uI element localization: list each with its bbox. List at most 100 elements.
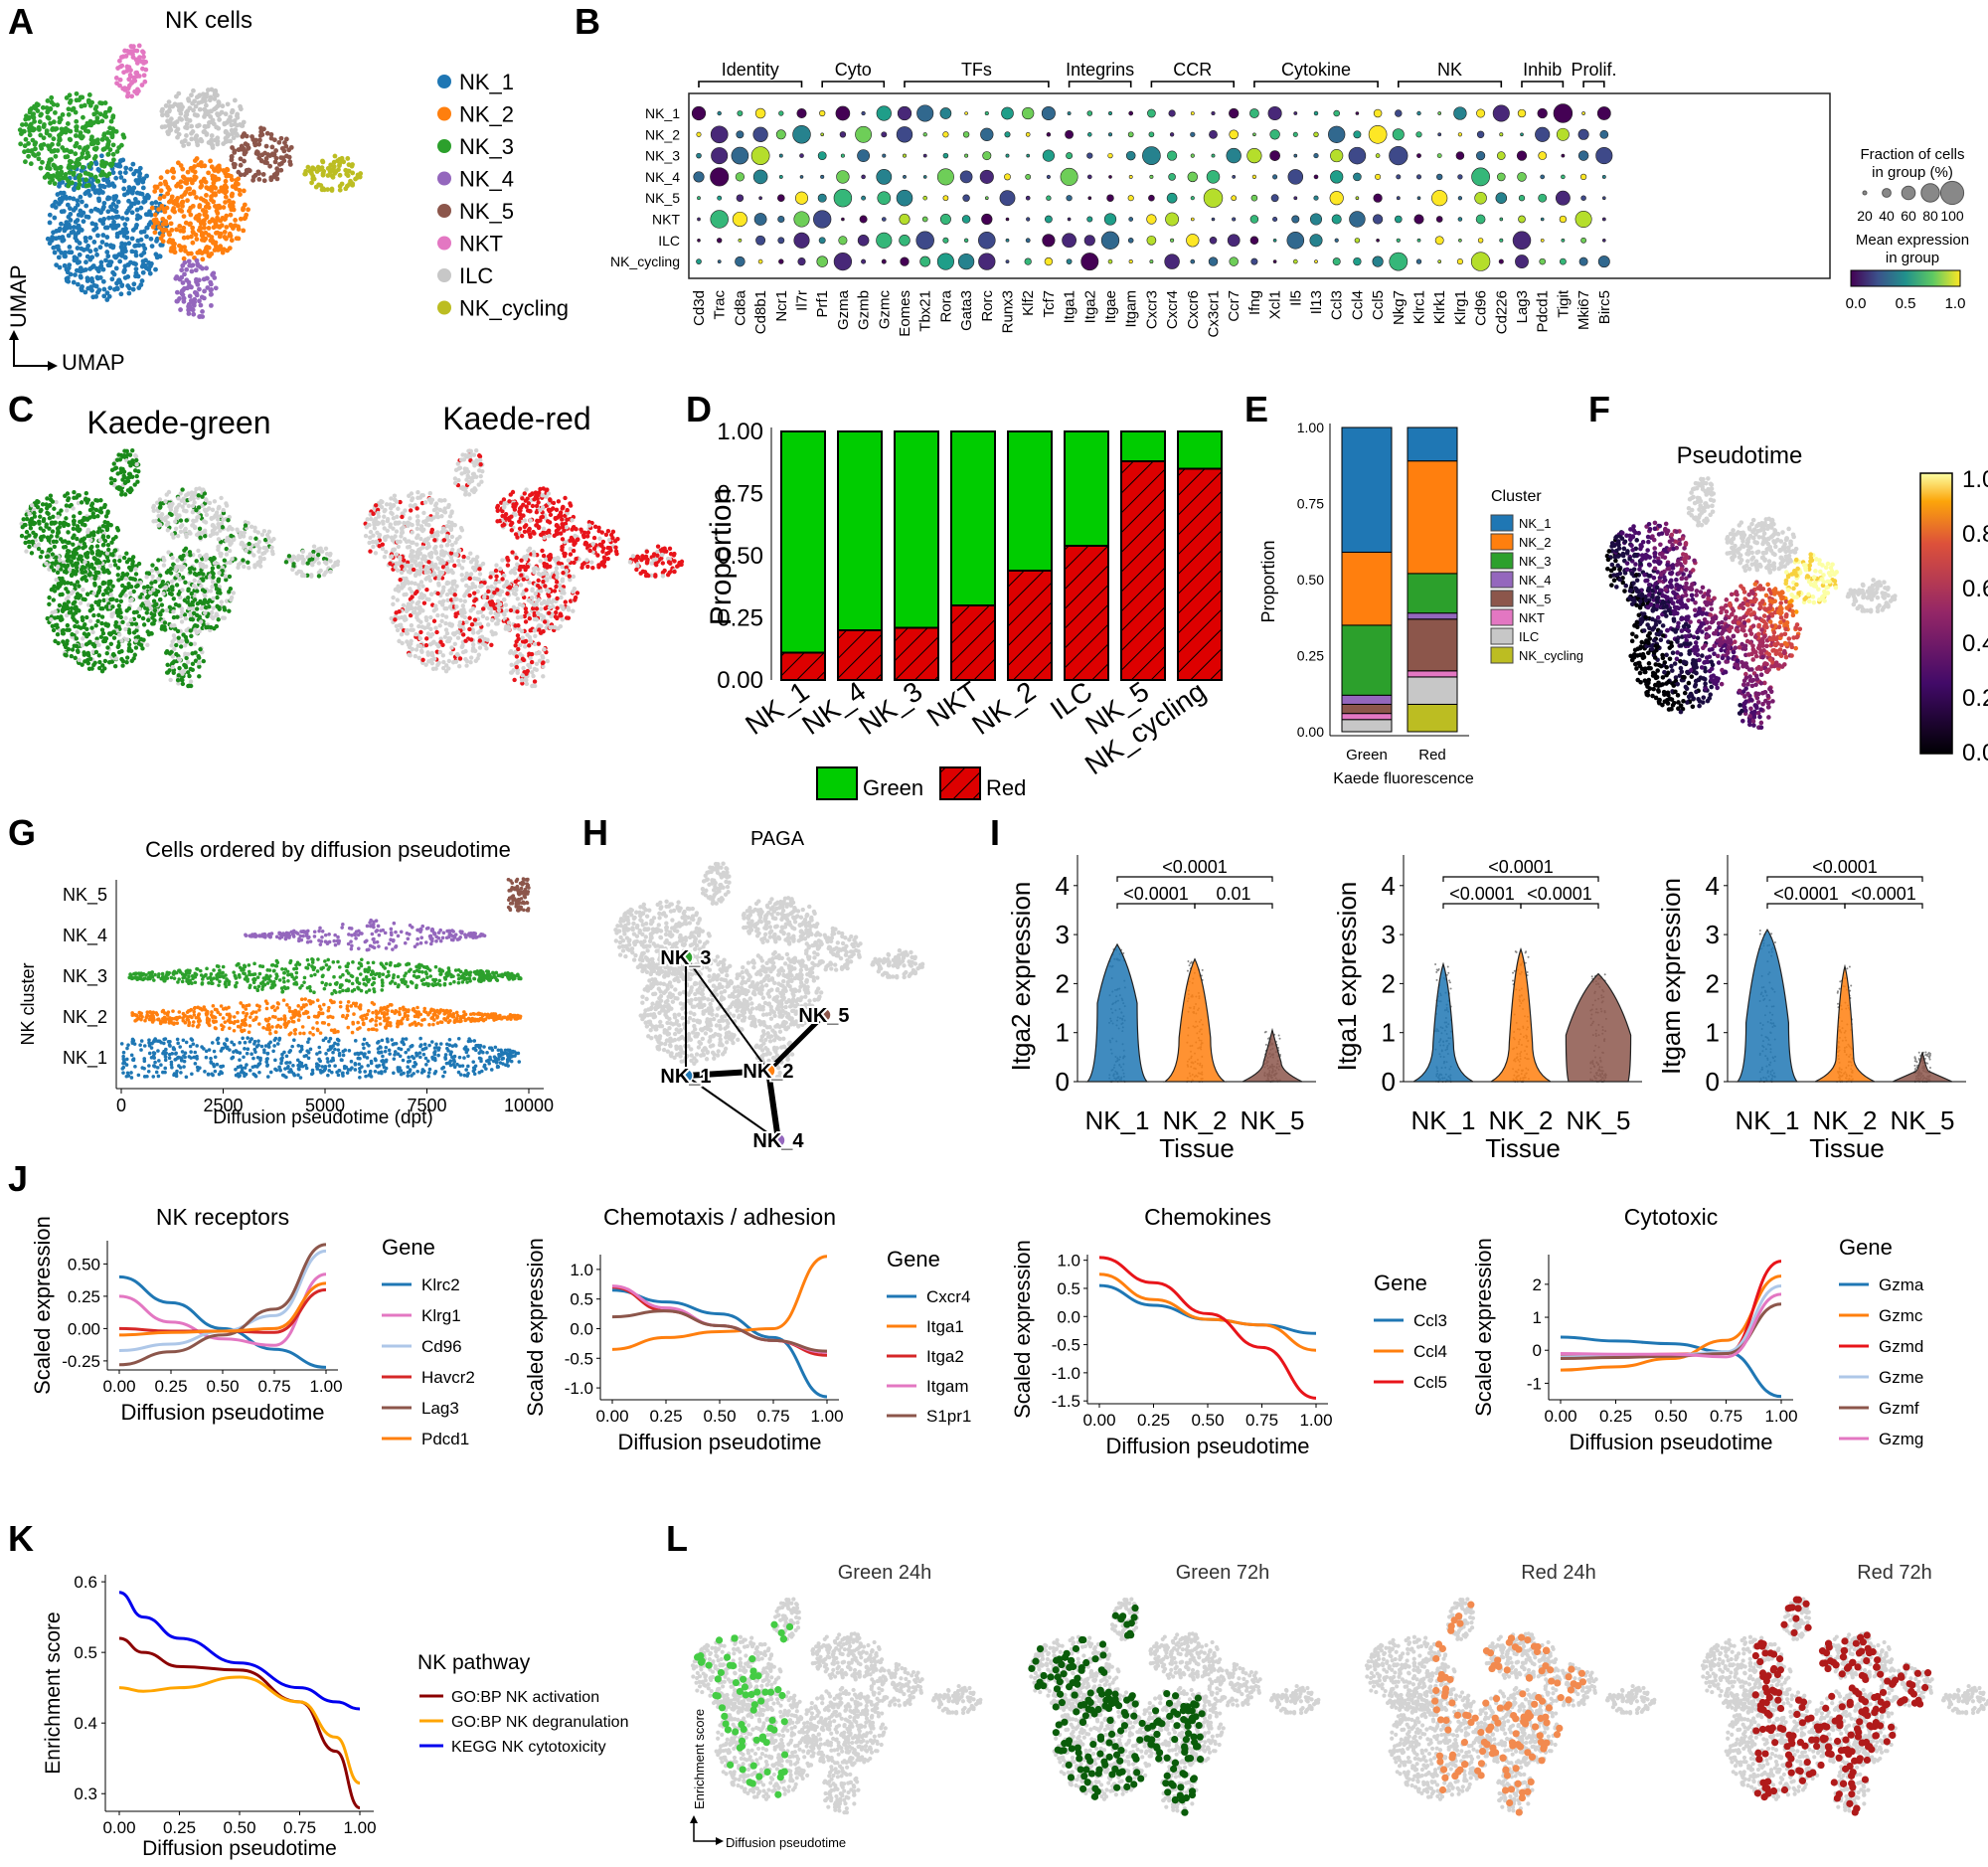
dot	[1373, 215, 1383, 225]
cell-point	[435, 592, 439, 595]
cell-point	[158, 182, 163, 187]
dot	[1027, 154, 1030, 157]
cell-point	[488, 600, 492, 604]
cell-point	[56, 192, 61, 197]
cell-point	[436, 577, 440, 581]
cell-point	[85, 652, 89, 656]
cell-point	[393, 534, 397, 538]
cell-point	[217, 571, 221, 575]
cell-point	[40, 550, 44, 554]
cell-point	[322, 187, 327, 192]
dot	[778, 111, 783, 116]
cell-point	[184, 221, 189, 226]
cell-point	[439, 619, 443, 623]
cell-point	[506, 563, 510, 567]
dot	[940, 107, 951, 118]
cell-point	[115, 610, 119, 614]
dot	[1128, 238, 1133, 243]
cell-point	[526, 669, 530, 673]
dot	[798, 257, 806, 265]
cell-point	[202, 659, 206, 663]
cell-point	[129, 81, 134, 85]
cell-point	[261, 172, 266, 177]
cell-point	[38, 119, 43, 124]
cell-point	[148, 271, 153, 276]
dot	[1165, 213, 1178, 226]
cell-point	[241, 558, 245, 562]
dot	[1170, 132, 1174, 136]
cell-point	[84, 184, 89, 189]
cell-point	[184, 116, 189, 121]
dot	[1188, 172, 1198, 182]
cell-point	[134, 272, 139, 277]
cell-point	[140, 49, 145, 54]
dot	[980, 170, 994, 184]
cell-point	[134, 638, 138, 642]
panel-a-title: NK cells	[165, 7, 252, 34]
cell-point	[481, 562, 485, 566]
color-legend-bar	[1851, 270, 1960, 286]
cell-point	[85, 255, 90, 259]
cell-point	[29, 122, 34, 127]
dot	[1414, 215, 1423, 224]
dot	[732, 147, 748, 164]
cell-point	[209, 194, 214, 199]
cell-point	[402, 558, 406, 562]
cell-point	[55, 623, 59, 627]
gene-label: Klrc1	[1411, 290, 1428, 324]
cell-point	[410, 559, 414, 563]
dot	[1043, 150, 1055, 162]
cell-point	[94, 115, 99, 120]
cell-point	[158, 196, 163, 201]
cell-point	[163, 179, 168, 184]
cell-point	[524, 610, 528, 614]
cell-point	[306, 165, 311, 170]
cell-point	[53, 200, 58, 205]
cell-point	[211, 616, 215, 620]
cell-point	[397, 609, 401, 613]
cell-point	[211, 199, 216, 204]
dot	[1499, 259, 1503, 263]
cell-point	[27, 534, 31, 538]
cell-point	[434, 551, 438, 555]
cell-point	[99, 159, 104, 164]
cell-point	[123, 255, 128, 260]
cell-point	[79, 275, 83, 280]
cell-point	[530, 652, 534, 656]
dot	[1580, 238, 1585, 243]
cell-point	[114, 656, 118, 660]
cell-point	[209, 108, 214, 113]
cell-point	[502, 612, 506, 616]
cell-point	[409, 554, 413, 558]
cell-point	[150, 563, 154, 567]
cell-point	[68, 245, 73, 250]
panel-a-xlabel: UMAP	[62, 350, 125, 375]
cell-point	[183, 125, 188, 130]
cell-point	[163, 620, 167, 624]
cell-point	[44, 562, 48, 566]
cell-point	[218, 219, 223, 224]
dot	[1061, 168, 1077, 185]
cell-point	[78, 134, 83, 139]
cell-point	[461, 555, 465, 559]
dot	[1229, 108, 1239, 118]
cell-point	[18, 141, 23, 146]
cell-point	[200, 251, 205, 255]
cell-point	[115, 526, 119, 530]
cell-point	[81, 596, 84, 600]
cell-point	[416, 624, 420, 628]
cell-point	[188, 192, 193, 197]
cell-point	[436, 515, 440, 519]
cell-point	[381, 547, 385, 551]
cell-point	[131, 172, 136, 177]
cell-point	[535, 617, 539, 621]
cell-point	[71, 542, 75, 546]
dot	[855, 126, 871, 142]
group-label: CCR	[1173, 60, 1212, 80]
cell-point	[611, 530, 615, 534]
cell-point	[127, 647, 131, 651]
cell-point	[230, 177, 235, 182]
dot	[735, 256, 745, 266]
cell-point	[112, 549, 116, 553]
cell-point	[210, 558, 214, 562]
